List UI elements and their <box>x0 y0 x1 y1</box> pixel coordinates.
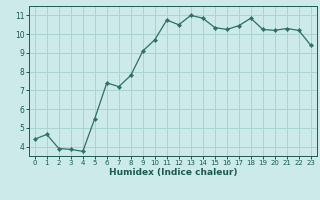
X-axis label: Humidex (Indice chaleur): Humidex (Indice chaleur) <box>108 168 237 177</box>
